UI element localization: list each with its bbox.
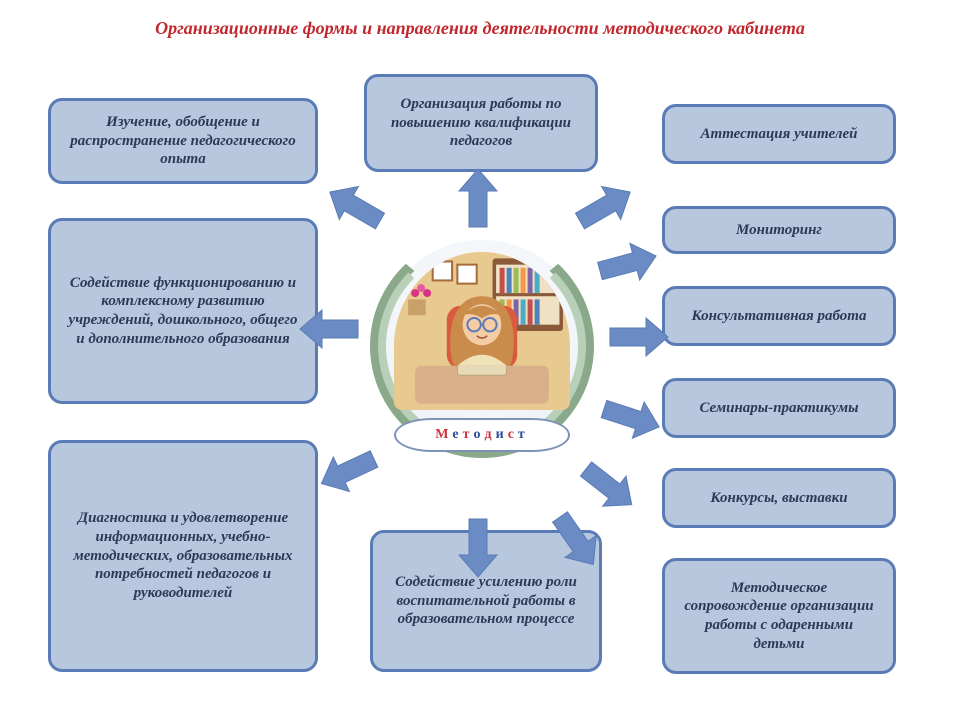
center-emblem: Методист: [376, 230, 588, 490]
activity-box-b11: Методическое сопровождение организации р…: [662, 558, 896, 674]
page-title: Организационные формы и направления деят…: [0, 18, 960, 39]
diagram-canvas: Организационные формы и направления деят…: [0, 0, 960, 720]
arrow-to-b8: [610, 316, 670, 363]
center-ribbon-label: Методист: [394, 418, 570, 452]
activity-box-b8: Консультативная работа: [662, 286, 896, 346]
arrow-to-b5: [452, 519, 499, 579]
activity-box-b6: Аттестация учителей: [662, 104, 896, 164]
activity-box-b10: Конкурсы, выставки: [662, 468, 896, 528]
arrow-to-b2: [298, 303, 358, 350]
arrow-to-b4: [457, 167, 504, 227]
activity-box-b3: Диагностика и удовлетворение информацион…: [48, 440, 318, 672]
activity-box-b1: Изучение, обобщение и распространение пе…: [48, 98, 318, 184]
arrow-to-b7: [595, 235, 665, 296]
activity-box-b2: Содействие функционированию и комплексно…: [48, 218, 318, 404]
activity-box-b9: Семинары-практикумы: [662, 378, 896, 438]
activity-box-b4: Организация работы по повышению квалифик…: [364, 74, 598, 172]
arrow-to-b1: [318, 168, 393, 239]
arrow-to-b9: [596, 389, 668, 452]
activity-box-b7: Мониторинг: [662, 206, 896, 254]
arrow-to-b3: [309, 435, 383, 503]
